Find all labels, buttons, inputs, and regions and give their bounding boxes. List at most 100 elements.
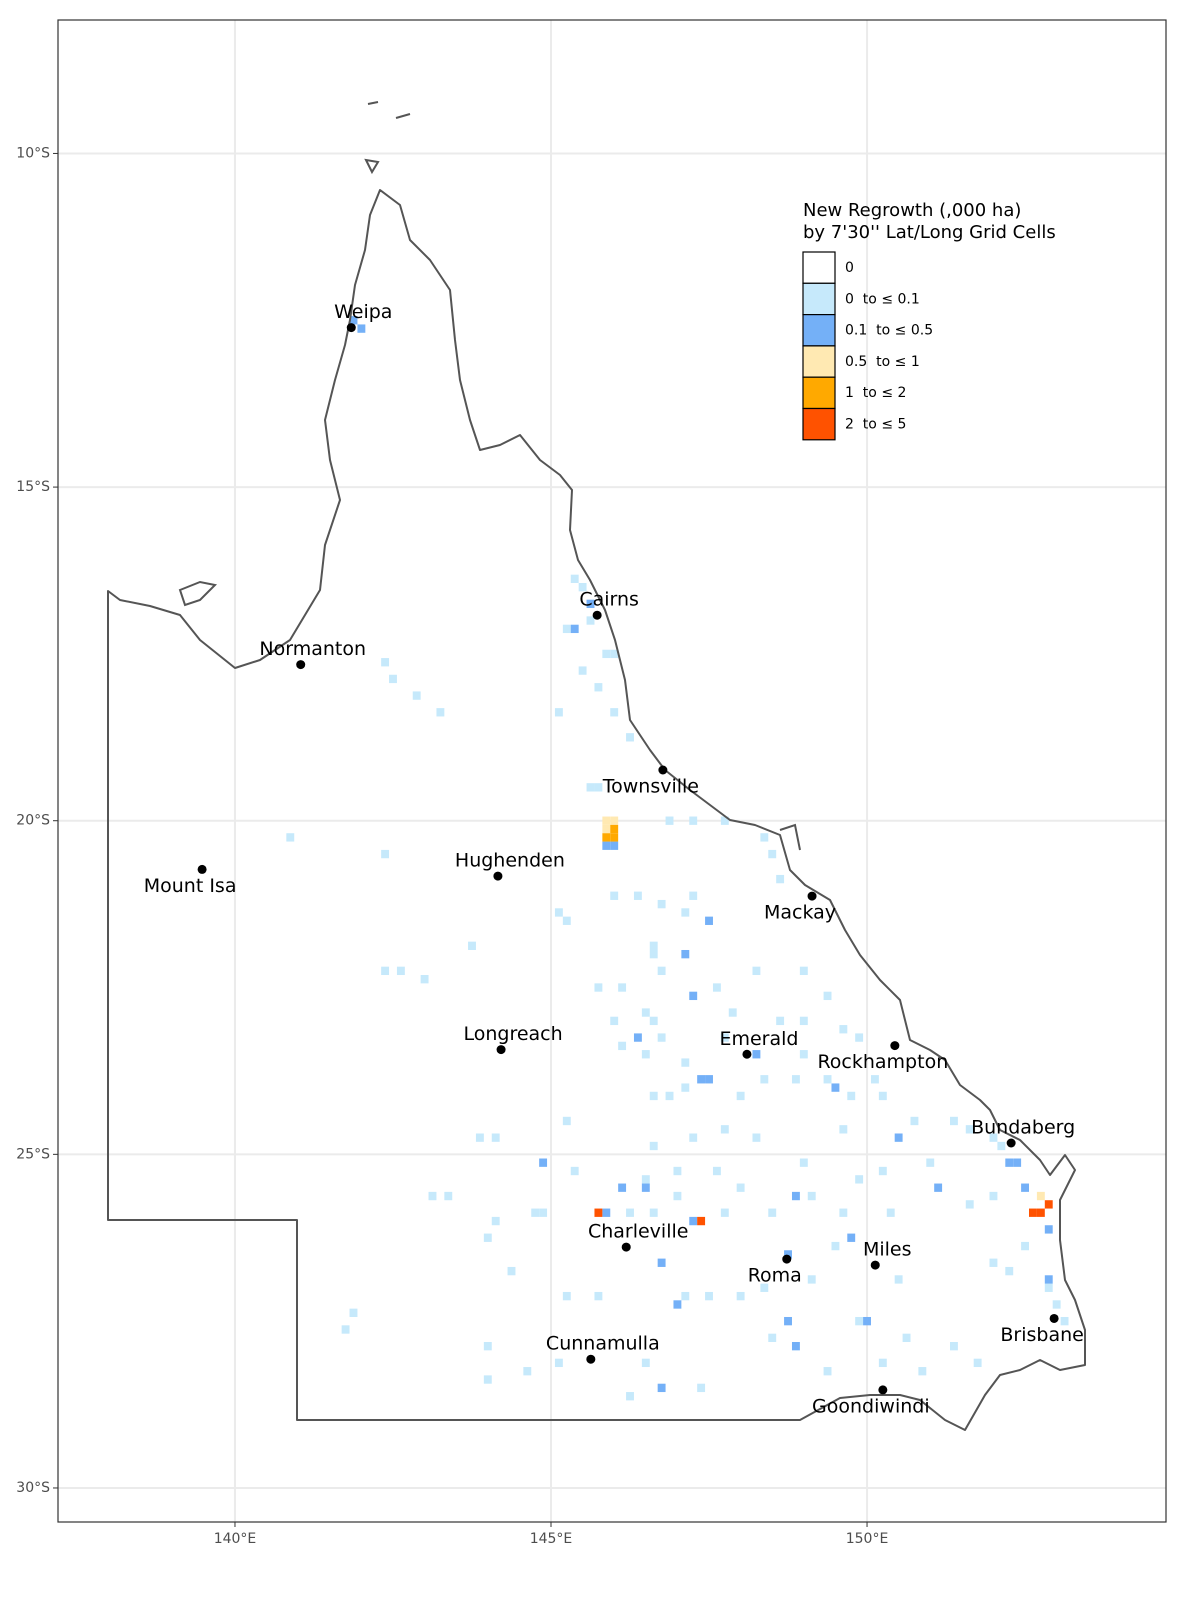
grid-cell — [1044, 1225, 1053, 1234]
grid-cell — [973, 1358, 982, 1368]
grid-cell — [720, 1125, 729, 1134]
grid-cell — [839, 1208, 848, 1217]
legend: New Regrowth (,000 ha)by 7'30'' Lat/Long… — [802, 200, 1056, 441]
grid-cell — [649, 1208, 658, 1217]
town-dot — [870, 1260, 880, 1270]
grid-cell — [760, 833, 769, 842]
grid-cell — [855, 1316, 864, 1326]
town-label: Townsville — [602, 775, 699, 797]
town-dot — [621, 1242, 631, 1252]
grid-cell — [570, 624, 579, 634]
legend-title: by 7'30'' Lat/Long Grid Cells — [803, 222, 1056, 243]
grid-cell — [989, 1191, 998, 1201]
grid-cell — [902, 1333, 911, 1343]
grid-cell — [1005, 1158, 1014, 1167]
grid-cell — [610, 1016, 619, 1026]
grid-cell — [823, 1075, 832, 1084]
town-dot — [493, 871, 503, 881]
grid-cell — [760, 1283, 769, 1292]
grid-cell — [697, 1216, 706, 1226]
grid-cell — [1060, 1316, 1069, 1326]
grid-cell — [681, 908, 690, 917]
y-tick-label: 20°S — [16, 813, 50, 829]
grid-cell — [483, 1375, 492, 1384]
grid-cell — [681, 1291, 690, 1301]
town-dot — [1049, 1313, 1059, 1323]
grid-cell — [705, 1291, 713, 1301]
grid-cell — [1036, 1208, 1045, 1217]
grid-cell — [657, 1383, 666, 1393]
grid-cell — [681, 1083, 690, 1092]
grid-cell — [689, 1133, 698, 1142]
grid-cell — [1052, 1300, 1061, 1309]
grid-cell — [799, 966, 808, 976]
town-label: Brisbane — [1000, 1324, 1083, 1346]
grid-cell — [610, 841, 619, 850]
grid-cell — [823, 1367, 832, 1376]
grid-cell — [483, 1342, 492, 1351]
grid-cell — [507, 1266, 516, 1276]
grid-cell — [784, 1316, 792, 1326]
town-label: Mackay — [764, 902, 836, 924]
grid-cell — [649, 1016, 658, 1026]
grid-cell — [539, 1208, 548, 1217]
grid-cell — [665, 1091, 674, 1101]
town-dot — [592, 610, 602, 620]
town-label: Cunnamulla — [546, 1333, 660, 1355]
grid-cell — [736, 1291, 745, 1301]
x-tick-label: 140°E — [214, 1531, 257, 1547]
town-label: Emerald — [719, 1028, 798, 1050]
legend-label: 2 to ≤ 5 — [845, 417, 906, 433]
town-label: Rockhampton — [817, 1051, 948, 1073]
grid-cell — [594, 983, 603, 992]
grid-cell — [610, 824, 619, 834]
grid-cell — [641, 1175, 650, 1184]
grid-cell — [799, 1050, 808, 1059]
grid-cell — [728, 1008, 737, 1017]
grid-cell — [562, 1116, 571, 1126]
grid-cell — [657, 899, 666, 909]
grid-cell — [523, 1367, 532, 1376]
y-tick-label: 25°S — [16, 1146, 50, 1162]
grid-cell — [602, 824, 611, 834]
grid-cell — [491, 1133, 500, 1142]
town-dot — [1006, 1138, 1016, 1148]
grid-cell — [562, 916, 571, 925]
grid-cell — [610, 708, 619, 717]
grid-cell — [641, 1008, 650, 1017]
grid-cell — [689, 991, 698, 1001]
grid-cell — [863, 1316, 871, 1326]
grid-cell — [839, 1025, 848, 1034]
grid-cell — [381, 658, 390, 667]
grid-cell — [894, 1133, 903, 1142]
grid-cell — [752, 966, 761, 976]
grid-cell — [349, 1308, 358, 1317]
grid-cell — [831, 1083, 840, 1092]
grid-cell — [681, 1058, 690, 1067]
grid-cell — [641, 1358, 650, 1368]
island-outline — [178, 101, 801, 851]
grid-cell — [768, 849, 777, 859]
grid-cell — [618, 1041, 627, 1051]
grid-cell — [807, 1275, 816, 1284]
grid-cell — [720, 1208, 729, 1217]
grid-cell — [807, 1191, 816, 1201]
grid-cell — [594, 683, 603, 692]
legend-title: New Regrowth (,000 ha) — [803, 200, 1021, 221]
grid-cell — [618, 983, 627, 992]
grid-cell — [389, 674, 397, 684]
grid-cell — [736, 1183, 745, 1192]
grid-cell — [649, 1141, 658, 1151]
grid-cell — [586, 599, 595, 609]
y-tick-label: 30°S — [16, 1480, 50, 1496]
grid-cell — [894, 1275, 903, 1284]
grid-cell — [357, 324, 366, 333]
y-tick-label: 15°S — [16, 479, 50, 495]
grid-cell — [673, 1166, 682, 1176]
town-dot — [496, 1045, 506, 1055]
grid-cell — [997, 1141, 1006, 1151]
grid-cell — [1021, 1183, 1030, 1192]
grid-cell — [1044, 1283, 1053, 1292]
